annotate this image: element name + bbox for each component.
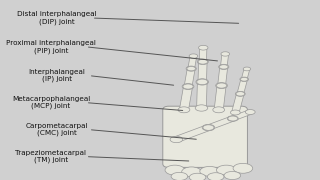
Ellipse shape xyxy=(195,105,208,111)
Ellipse shape xyxy=(219,64,229,69)
Ellipse shape xyxy=(207,173,224,180)
Text: Interphalangeal
(IP) joint: Interphalangeal (IP) joint xyxy=(28,69,85,82)
Text: Metacarpophalangeal
(MCP) joint: Metacarpophalangeal (MCP) joint xyxy=(12,96,90,109)
FancyBboxPatch shape xyxy=(163,106,247,167)
Polygon shape xyxy=(199,48,207,62)
Ellipse shape xyxy=(202,124,215,131)
Ellipse shape xyxy=(213,107,225,113)
Polygon shape xyxy=(218,67,228,86)
Polygon shape xyxy=(231,110,252,120)
Ellipse shape xyxy=(216,83,227,88)
Polygon shape xyxy=(180,86,193,110)
Ellipse shape xyxy=(170,136,183,143)
Ellipse shape xyxy=(224,171,241,180)
Polygon shape xyxy=(174,125,211,142)
Polygon shape xyxy=(232,93,244,113)
Ellipse shape xyxy=(187,66,196,71)
Ellipse shape xyxy=(227,116,238,121)
Ellipse shape xyxy=(186,66,196,71)
Text: Trapeziometacarpal
(TM) joint: Trapeziometacarpal (TM) joint xyxy=(15,150,86,163)
Ellipse shape xyxy=(220,65,228,69)
Ellipse shape xyxy=(171,172,188,180)
Ellipse shape xyxy=(240,77,249,81)
Text: Distal interphalangeal
(DIP) joint: Distal interphalangeal (DIP) joint xyxy=(17,11,97,25)
Ellipse shape xyxy=(240,77,248,81)
Ellipse shape xyxy=(230,110,240,115)
Ellipse shape xyxy=(216,165,236,175)
Text: Carpometacarpal
(CMC) joint: Carpometacarpal (CMC) joint xyxy=(26,123,88,136)
Ellipse shape xyxy=(216,83,228,89)
Text: Proximal interphalangeal
(PIP) joint: Proximal interphalangeal (PIP) joint xyxy=(6,40,96,54)
Polygon shape xyxy=(188,56,197,69)
Ellipse shape xyxy=(183,84,193,89)
Polygon shape xyxy=(220,54,228,67)
Ellipse shape xyxy=(189,173,206,180)
Polygon shape xyxy=(241,69,250,80)
Ellipse shape xyxy=(200,166,220,176)
Ellipse shape xyxy=(165,165,185,175)
Polygon shape xyxy=(184,68,195,87)
Polygon shape xyxy=(237,79,247,94)
Polygon shape xyxy=(206,116,235,130)
Ellipse shape xyxy=(203,125,214,130)
Ellipse shape xyxy=(182,167,201,177)
Polygon shape xyxy=(214,85,226,110)
Polygon shape xyxy=(197,82,207,108)
Ellipse shape xyxy=(221,52,229,56)
Ellipse shape xyxy=(236,92,244,96)
Ellipse shape xyxy=(182,84,194,89)
Ellipse shape xyxy=(189,54,198,58)
Ellipse shape xyxy=(178,107,190,113)
Ellipse shape xyxy=(243,67,251,71)
Ellipse shape xyxy=(228,116,238,121)
Ellipse shape xyxy=(236,91,245,96)
Ellipse shape xyxy=(233,163,253,173)
Ellipse shape xyxy=(197,59,208,64)
Ellipse shape xyxy=(197,79,208,85)
Polygon shape xyxy=(198,62,207,82)
Ellipse shape xyxy=(196,79,209,85)
Ellipse shape xyxy=(198,45,208,50)
Ellipse shape xyxy=(245,110,255,114)
Ellipse shape xyxy=(198,59,208,64)
